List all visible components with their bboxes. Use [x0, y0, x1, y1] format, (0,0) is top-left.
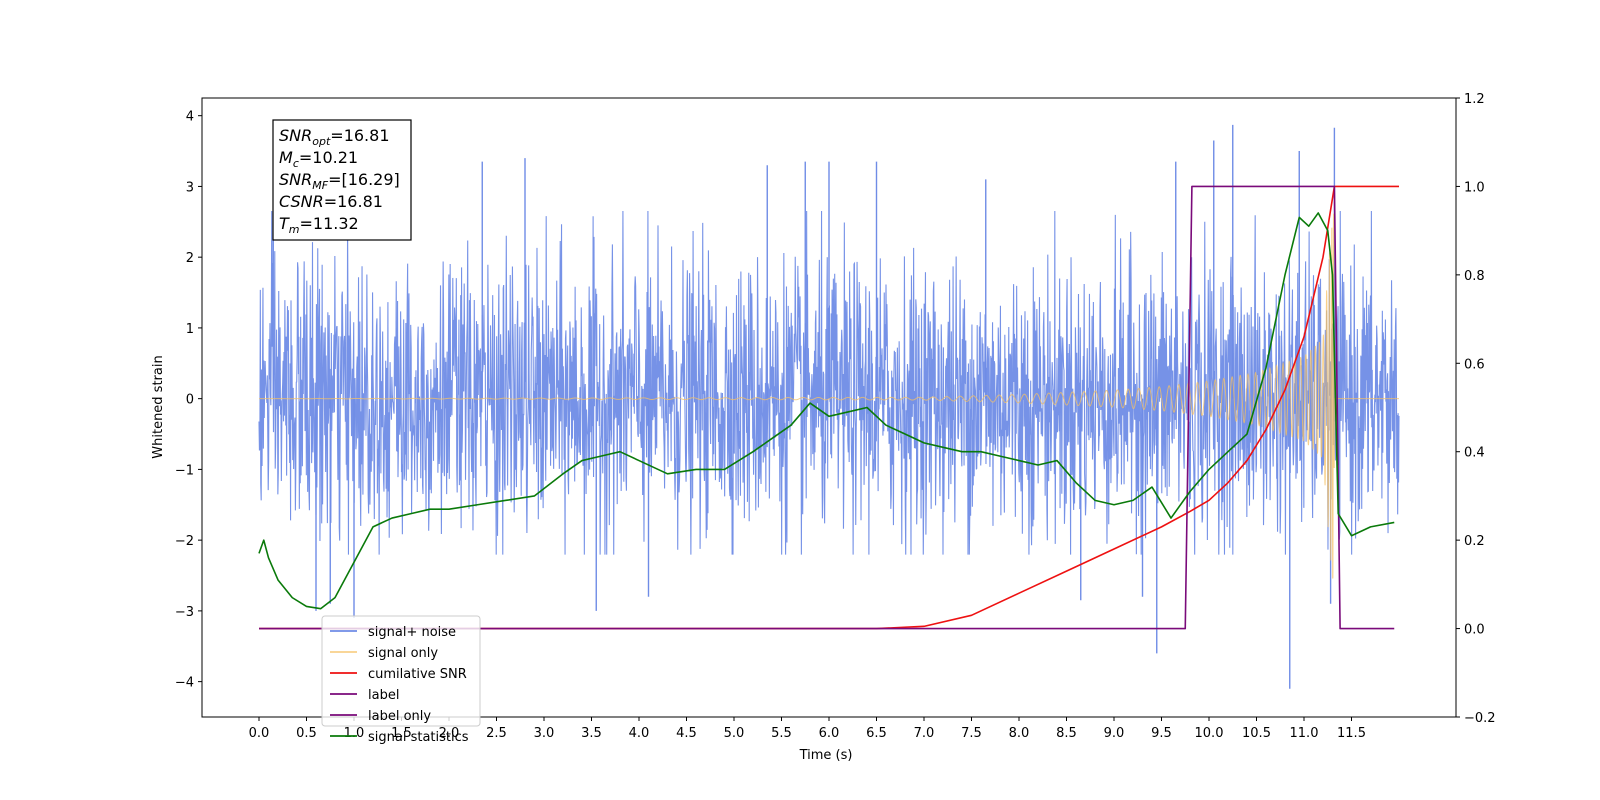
y-tick-label: −3 [175, 605, 194, 620]
y2-tick-label: 0.0 [1464, 623, 1485, 638]
x-tick-label: 0.5 [296, 726, 317, 741]
series-layer [258, 124, 1400, 689]
annotation-symbol: CSNR [279, 192, 324, 211]
y-tick-label: 3 [186, 180, 194, 195]
y2-tick-label: 1.0 [1464, 180, 1485, 195]
x-tick-label: 1.0 [344, 726, 365, 741]
y2-tick-label: 0.4 [1464, 446, 1485, 461]
y-axis-right: −0.2 0.0 0.2 0.4 0.6 0.8 1.0 1.2 [1456, 92, 1496, 726]
y-axis-label: Whitened strain [151, 355, 166, 458]
x-tick-label: 2.0 [439, 726, 460, 741]
x-tick-label: 7.0 [914, 726, 935, 741]
x-tick-label: 5.5 [771, 726, 792, 741]
legend-frame [321, 615, 481, 727]
annotation-value: =16.81 [324, 192, 383, 211]
y2-tick-label: 1.2 [1464, 92, 1485, 107]
annotation-subscript: opt [312, 135, 331, 148]
x-tick-label: 8.5 [1056, 726, 1077, 741]
annotation-line: CSNR=16.81 [279, 192, 383, 211]
legend-entry-label: label [368, 688, 399, 703]
x-tick-label: 4.0 [629, 726, 650, 741]
x-tick-label: 10.5 [1242, 726, 1271, 741]
x-tick-label: 11.5 [1337, 726, 1366, 741]
x-tick-label: 7.5 [961, 726, 982, 741]
annotation-frame [272, 119, 412, 241]
x-tick-label: 8.0 [1009, 726, 1030, 741]
series-label [259, 185, 1395, 630]
annotation-symbol: SNR [279, 126, 312, 145]
series-label-line [259, 185, 1395, 630]
legend: signal+ noise signal only cumilative SNR la… [321, 615, 481, 745]
series-signal-statistics [258, 212, 1395, 610]
y2-tick-label: 0.6 [1464, 357, 1485, 372]
annotation-subscript: MF [312, 179, 328, 192]
y-tick-label: 4 [186, 110, 194, 125]
annotation-subscript: c [293, 157, 299, 170]
x-tick-label: 4.5 [676, 726, 697, 741]
series-cumulative-snr-line [259, 185, 1399, 630]
annotation-value: =10.21 [299, 148, 358, 167]
annotation-symbol: T [279, 214, 290, 233]
y2-tick-label: 0.8 [1464, 269, 1485, 284]
legend-entry-label: cumilative SNR [368, 667, 467, 682]
annotation-value: =16.81 [330, 126, 389, 145]
series-cumulative-snr [259, 185, 1399, 630]
y2-tick-label: 0.2 [1464, 534, 1485, 549]
stats-annotation-box: SNRopt=16.81Mc=10.21SNRMF=[16.29]CSNR=16… [272, 119, 412, 241]
annotation-symbol: SNR [279, 170, 312, 189]
annotation-line: Mc=10.21 [279, 148, 358, 170]
annotation-line: SNRMF=[16.29] [279, 170, 400, 192]
x-tick-label: 6.0 [819, 726, 840, 741]
x-tick-label: 3.5 [581, 726, 602, 741]
x-tick-label: 9.5 [1151, 726, 1172, 741]
annotation-symbol: M [279, 148, 293, 167]
y-tick-label: −4 [175, 676, 194, 691]
legend-entry-label: label only [368, 709, 431, 724]
y-tick-label: 1 [186, 322, 194, 337]
x-tick-label: 10.0 [1195, 726, 1224, 741]
legend-entry-label: signal statistics [368, 730, 469, 745]
x-tick-label: 3.0 [534, 726, 555, 741]
x-tick-label: 5.0 [724, 726, 745, 741]
annotation-subscript: m [289, 223, 300, 236]
legend-items: signal+ noise signal only cumilative SNR la… [330, 625, 469, 745]
y-tick-label: 0 [186, 393, 194, 408]
annotation-value: =11.32 [300, 214, 359, 233]
y-axis-left: −4 −3 −2 −1 0 1 2 3 4 [175, 110, 202, 691]
series-signal-noise [258, 124, 1400, 689]
y-tick-label: −2 [175, 534, 194, 549]
x-axis: 0.0 0.5 1.0 1.5 2.0 2.5 3.0 3.5 4.0 4.5 5.0 5.5 6.0 6… [249, 717, 1366, 741]
annotation-lines: SNRopt=16.81Mc=10.21SNRMF=[16.29]CSNR=16… [279, 126, 400, 236]
x-axis-label: Time (s) [799, 748, 853, 763]
series-signal-statistics-line [258, 212, 1395, 610]
y-tick-label: −1 [175, 463, 194, 478]
annotation-line: Tm=11.32 [279, 214, 359, 236]
x-tick-label: 11.0 [1290, 726, 1319, 741]
x-tick-label: 0.0 [249, 726, 270, 741]
series-signal-only [259, 213, 1399, 579]
y2-tick-label: −0.2 [1464, 711, 1496, 726]
legend-entry-label: signal+ noise [368, 625, 456, 640]
annotation-line: SNRopt=16.81 [279, 126, 390, 148]
y-tick-label: 2 [186, 251, 194, 266]
annotation-value: =[16.29] [328, 170, 400, 189]
x-tick-label: 6.5 [866, 726, 887, 741]
x-tick-label: 2.5 [486, 726, 507, 741]
x-tick-label: 9.0 [1104, 726, 1125, 741]
x-tick-label: 1.5 [391, 726, 412, 741]
legend-entry-label: signal only [368, 646, 438, 661]
series-signal-only-line [259, 213, 1399, 579]
